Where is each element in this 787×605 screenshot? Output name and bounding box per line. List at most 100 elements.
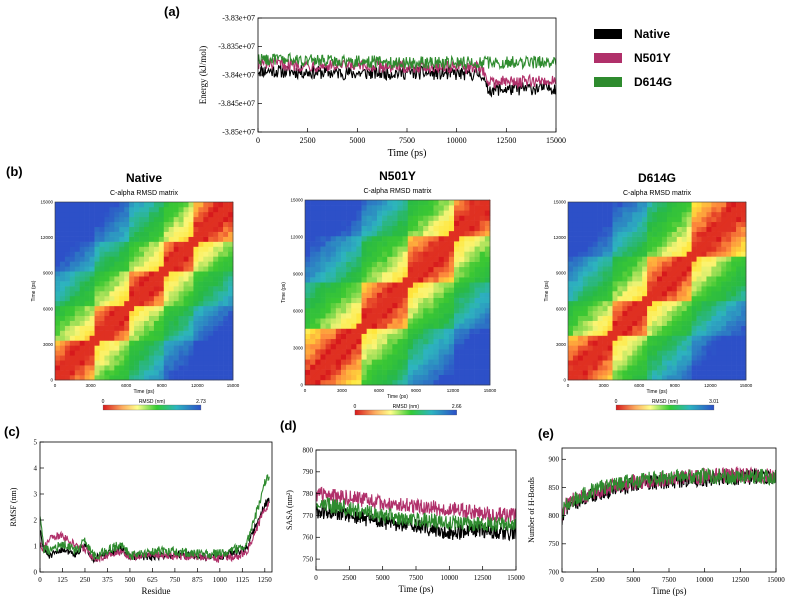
rmsd-native-cell [114,221,120,228]
rmsd-n501y-cell [433,302,439,309]
rmsd-n501y-cell [464,200,470,206]
rmsd-native-cell [208,276,214,282]
rmsd-n501y-cell [335,220,342,226]
rmsd-native-cell [59,365,66,371]
rmsd-native-cell [139,320,145,326]
rmsd-n501y-cell [346,318,352,324]
rmsd-d614g-cell [691,241,697,247]
rmsd-n501y-cell [423,364,429,370]
rmsd-native-cell [153,231,160,237]
rmsd-native-cell [208,202,214,208]
rmsd-d614g-cell [666,291,673,297]
rmsd-native-cell [99,251,105,257]
rmsd-n501y-cell [423,251,429,257]
rmsd-n501y-cell [464,343,470,350]
rmsd-d614g-cell [582,251,589,257]
rmsd-d614g-cell [612,345,618,351]
rmsd-d614g-cell [652,251,658,257]
rmsd-native-cell [139,355,145,361]
rmsd-n501y-cell [351,313,357,319]
rmsd-native-cell [153,355,160,361]
rmsd-native-cell [193,370,199,376]
rmsd-native-cell [104,305,110,312]
rmsd-native-cell [69,286,76,292]
rmsd-native-cell [203,221,209,228]
rmsd-d614g-cell [602,330,608,336]
rmsd-n501y-cell [340,292,347,298]
rmsd-d614g-cell [587,330,594,336]
rmsd-d614g-cell [716,236,722,242]
rmsd-d614g-cell [622,221,628,228]
rmsd-native-cell [94,360,100,366]
rmsd-native-cell [148,246,155,252]
rmsd-n501y-cell [335,241,342,247]
rmsd-native-cell [104,281,110,287]
rmsd-n501y-cell [454,220,460,226]
rmsd-native-cell [198,261,204,267]
rmsd-d614g-cell [676,350,683,356]
rmsd-d614g-cell [706,355,712,361]
rmsd-n501y-cell [402,241,409,247]
rmsd-d614g-cell [721,261,727,267]
rmsd-native-cell [168,345,174,351]
rmsd-native-cell [218,330,224,336]
rmsd-d614g-cell [721,251,727,257]
rmsd-d614g-cell [676,355,683,361]
rmsd-n501y-cell [479,235,486,242]
rmsd-n501y-cell [443,261,450,268]
rmsd-n501y-cell [412,261,419,268]
rmsd-native-cell [158,281,165,287]
rmsd-d614g-cell [696,226,702,232]
rmsd-n501y-cell [376,333,383,340]
rmsd-d614g-cell [577,310,584,317]
rmsd-n501y-cell [412,266,419,273]
rmsd-native-cell [203,261,209,267]
rmsd-native-cell [163,211,170,218]
rmsd-n501y-cell [433,338,439,345]
rmsd-n501y-cell [438,323,445,329]
rmsd-n501y-cell [361,287,367,293]
rmsd-native-cell [198,251,204,257]
rmsd-native-cell [59,246,66,252]
rmsd-native-cell [213,226,219,232]
rmsd-native-cell [119,246,125,252]
rmsd-n501y-cell [438,333,445,340]
rmsd-native-cell [79,345,85,351]
rmsd-native-cell [89,365,95,371]
rmsd-native-cell [79,206,85,213]
rmsd-d614g-cell [681,271,687,277]
rmsd-native-cell [218,320,224,326]
rmsd-native-cell [188,202,194,208]
rmsd-n501y-cell [346,261,352,268]
rmsd-n501y-cell [320,200,326,206]
rmsd-n501y-cell [335,277,342,283]
rmsd-d614g-cell [696,202,702,208]
rmsd-n501y-cell [418,241,424,247]
rmsd-d614g-cell [731,295,737,302]
rmsd-d614g-xtick-label: 9000 [670,383,681,388]
rmsd-d614g-cell [602,281,608,287]
rmsd-native-cell [124,365,130,371]
rmsd-n501y-cell [376,246,383,252]
rmsd-d614g-cell [736,370,742,376]
rmsd-d614g-cell [741,375,747,381]
rmsd-native-cell [213,370,219,376]
rmsd-n501y-cell [351,292,357,298]
rmsd-native-cell [188,281,194,287]
rmsd-n501y-cell [356,369,362,376]
rmsd-d614g-cell [696,276,702,282]
rmsd-d614g-cell [587,216,594,223]
rmsd-native-cell [178,315,184,321]
rmsd-native-cell [153,266,160,272]
rmsd-n501y-cell [459,333,465,340]
rmsd-n501y-cell [310,200,316,206]
rmsd-native-cell [208,330,214,336]
rmsd-d614g-cell [681,320,687,326]
rmsd-native-cell [228,286,234,292]
rmsd-n501y-cell [469,297,475,304]
rmsd-native-cell [89,286,95,292]
rmsd-n501y-cell [407,210,414,216]
rmsd-d614g-cell [622,365,628,371]
rmsd-d614g-cell [711,310,717,317]
rmsd-n501y-cell [459,297,465,304]
